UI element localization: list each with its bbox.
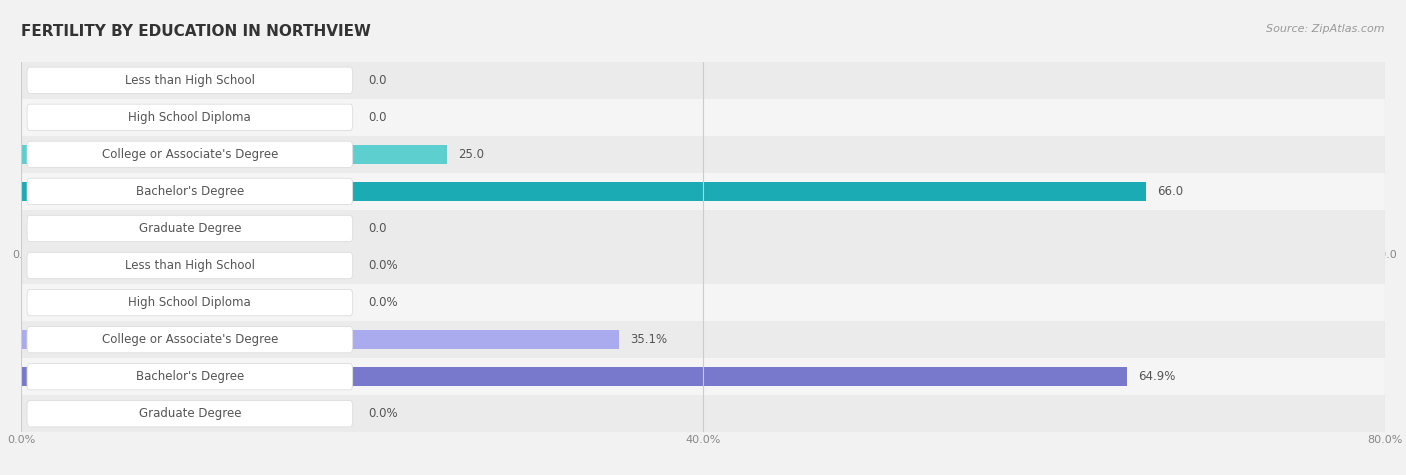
FancyBboxPatch shape (27, 104, 353, 131)
FancyBboxPatch shape (27, 400, 353, 427)
Bar (21, 358, 1385, 395)
FancyBboxPatch shape (27, 289, 353, 316)
Bar (21, 182, 1146, 200)
Bar (21, 247, 1385, 284)
Text: 0.0: 0.0 (368, 74, 387, 87)
FancyBboxPatch shape (27, 215, 353, 242)
Text: 0.0%: 0.0% (368, 407, 398, 420)
Bar (21, 145, 447, 163)
Bar (21, 99, 1385, 136)
Text: 0.0: 0.0 (368, 111, 387, 124)
Text: Graduate Degree: Graduate Degree (139, 407, 240, 420)
Text: Bachelor's Degree: Bachelor's Degree (136, 370, 245, 383)
Text: Less than High School: Less than High School (125, 74, 254, 87)
Bar (21, 395, 1385, 432)
Bar (21, 173, 1385, 210)
Text: 66.0: 66.0 (1157, 185, 1184, 198)
Text: Less than High School: Less than High School (125, 259, 254, 272)
FancyBboxPatch shape (27, 363, 353, 390)
Text: Source: ZipAtlas.com: Source: ZipAtlas.com (1267, 24, 1385, 34)
Bar (21, 321, 1385, 358)
Text: College or Associate's Degree: College or Associate's Degree (101, 148, 278, 161)
Text: 64.9%: 64.9% (1139, 370, 1175, 383)
Text: 0.0%: 0.0% (368, 296, 398, 309)
Text: Graduate Degree: Graduate Degree (139, 222, 240, 235)
Text: 35.1%: 35.1% (630, 333, 668, 346)
Bar (21, 284, 1385, 321)
Text: College or Associate's Degree: College or Associate's Degree (101, 333, 278, 346)
FancyBboxPatch shape (27, 252, 353, 279)
Bar (21, 210, 1385, 247)
Text: Bachelor's Degree: Bachelor's Degree (136, 185, 245, 198)
Text: High School Diploma: High School Diploma (128, 296, 252, 309)
Text: 0.0: 0.0 (368, 222, 387, 235)
Text: 25.0: 25.0 (458, 148, 484, 161)
Bar (21, 331, 620, 349)
Bar (21, 136, 1385, 173)
Bar (21, 62, 1385, 99)
FancyBboxPatch shape (27, 67, 353, 94)
Text: FERTILITY BY EDUCATION IN NORTHVIEW: FERTILITY BY EDUCATION IN NORTHVIEW (21, 24, 371, 39)
FancyBboxPatch shape (27, 141, 353, 168)
FancyBboxPatch shape (27, 178, 353, 205)
Text: High School Diploma: High School Diploma (128, 111, 252, 124)
FancyBboxPatch shape (27, 326, 353, 353)
Bar (21, 368, 1128, 386)
Text: 0.0%: 0.0% (368, 259, 398, 272)
